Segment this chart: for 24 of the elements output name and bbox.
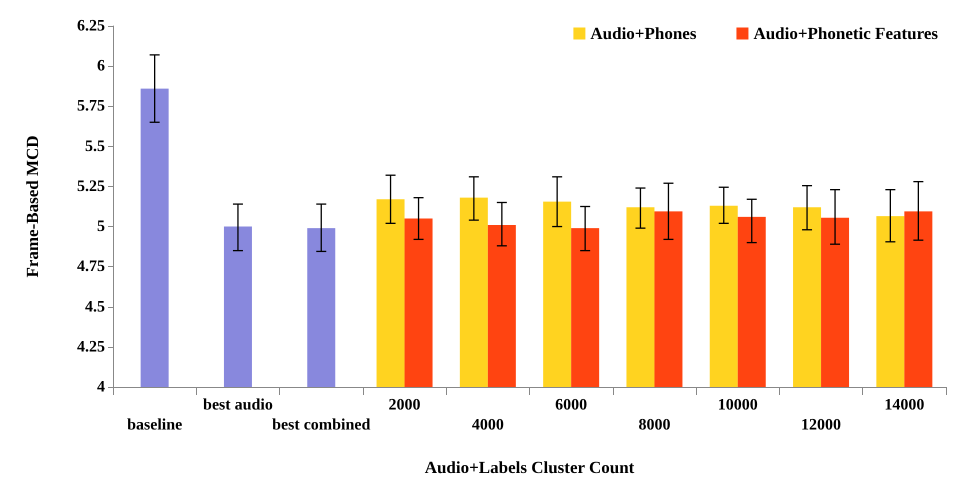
y-tick-label: 5.25 xyxy=(77,178,105,195)
x-tick-label: 2000 xyxy=(388,396,421,414)
x-axis-title: Audio+Labels Cluster Count xyxy=(424,458,635,477)
y-tick-label: 5 xyxy=(97,218,105,236)
x-tick-label: 4000 xyxy=(472,416,504,434)
x-tick-label: 10000 xyxy=(718,396,758,414)
x-tick-label: best combined xyxy=(272,416,370,434)
legend-label: Audio+Phones xyxy=(590,24,697,43)
y-tick-label: 4.75 xyxy=(77,258,105,276)
x-tick-label: 14000 xyxy=(884,396,924,414)
legend-label: Audio+Phonetic Features xyxy=(753,24,938,43)
x-tick-label: 8000 xyxy=(638,416,670,434)
x-tick-label: 12000 xyxy=(801,416,842,434)
y-tick-label: 6.25 xyxy=(77,18,105,34)
y-tick-label: 5.5 xyxy=(85,138,105,155)
y-axis-title: Frame-Based MCD xyxy=(23,135,42,278)
x-tick-label: baseline xyxy=(127,416,182,434)
x-tick-label: best audio xyxy=(203,396,273,414)
y-tick-label: 4.5 xyxy=(85,298,105,316)
y-tick-label: 6 xyxy=(97,58,105,75)
y-tick-label: 4 xyxy=(97,378,105,396)
y-tick-label: 5.75 xyxy=(77,98,105,115)
y-tick-label: 4.25 xyxy=(77,338,105,356)
x-tick-label: 6000 xyxy=(555,396,588,414)
